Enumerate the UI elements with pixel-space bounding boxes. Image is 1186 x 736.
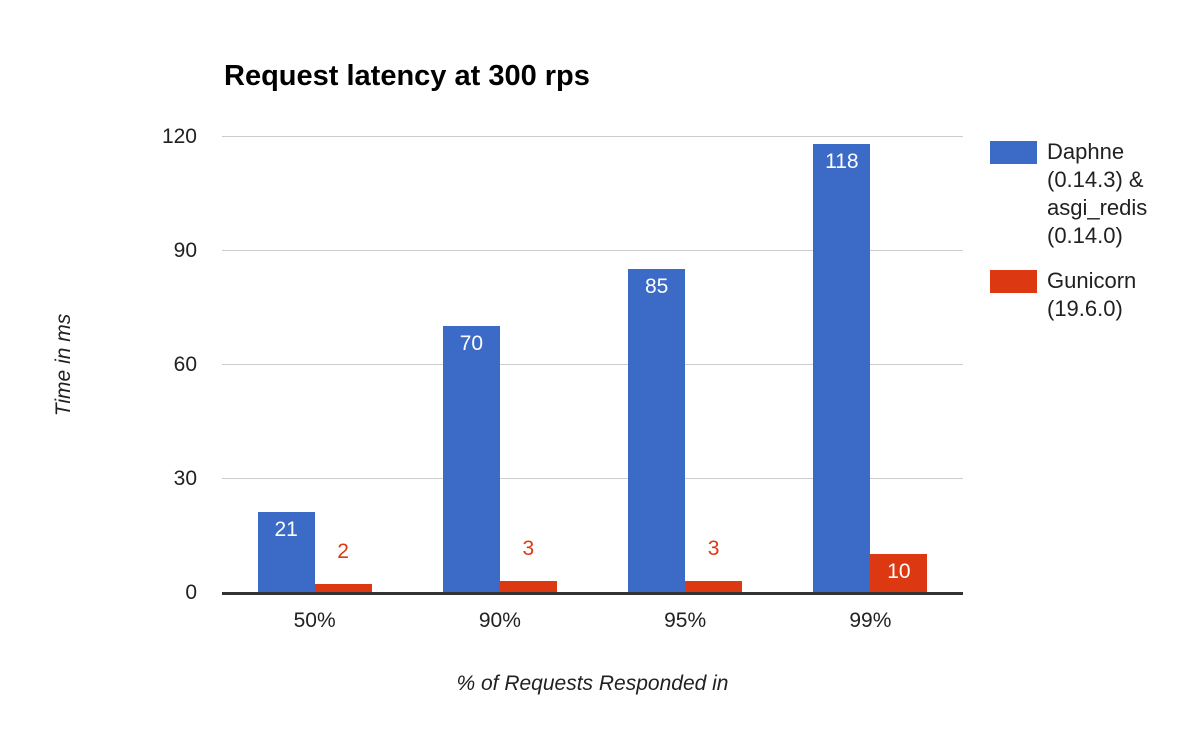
x-tick-label: 90%: [478, 609, 521, 632]
bar-gunicorn-95pct[interactable]: [685, 580, 743, 592]
bar-value-label: 3: [707, 536, 720, 560]
y-axis-title: Time in ms: [52, 313, 75, 417]
bar-value-label: 10: [887, 560, 911, 583]
legend-item-daphne[interactable]: Daphne (0.14.3) & asgi_redis (0.14.0): [990, 138, 1179, 250]
bar-daphne-50pct[interactable]: [257, 512, 315, 592]
x-axis-title: % of Requests Responded in: [456, 672, 729, 695]
gridline: [222, 364, 963, 365]
bar-value-label: 3: [522, 536, 535, 560]
bar-value-label: 85: [644, 275, 669, 298]
y-tick-label: 60: [173, 353, 197, 376]
bar-value-label: 2: [337, 540, 349, 564]
bar-value-label: 118: [825, 149, 859, 173]
gridline: [222, 478, 963, 479]
gridline: [222, 250, 963, 251]
bar-value-label: 70: [459, 332, 484, 355]
y-tick-label: 30: [173, 467, 197, 490]
bar-daphne-95pct[interactable]: [628, 269, 686, 592]
x-tick-label: 99%: [849, 609, 892, 632]
legend-label: Gunicorn (19.6.0): [1047, 268, 1137, 321]
x-axis-baseline: [222, 592, 963, 595]
x-tick-label: 95%: [664, 609, 707, 632]
legend-swatch-icon: [990, 270, 1037, 293]
bar-daphne-90pct[interactable]: [442, 326, 500, 592]
legend: Daphne (0.14.3) & asgi_redis (0.14.0) Gun…: [990, 138, 1179, 323]
bar-daphne-99pct[interactable]: [813, 143, 871, 592]
legend-label: Daphne (0.14.3) & asgi_redis (0.14.0): [1047, 139, 1148, 248]
y-tick-label: 0: [185, 581, 197, 604]
bar-gunicorn-90pct[interactable]: [499, 580, 557, 592]
bar-gunicorn-50pct[interactable]: [314, 584, 372, 592]
y-tick-label: 120: [161, 125, 197, 148]
gridline: [222, 136, 963, 137]
plot-area: 0 30 60 90 120 50% 21 2 90% 70 3 95% 85 3 99% 118 10: [162, 125, 963, 632]
legend-item-gunicorn[interactable]: Gunicorn (19.6.0): [990, 267, 1179, 323]
bar-value-label: 21: [274, 518, 298, 542]
chart-title: Request latency at 300 rps: [224, 60, 590, 92]
bar-gunicorn-99pct[interactable]: [870, 554, 928, 592]
legend-swatch-icon: [990, 141, 1037, 164]
x-tick-label: 50%: [293, 609, 336, 632]
y-tick-label: 90: [173, 239, 197, 262]
